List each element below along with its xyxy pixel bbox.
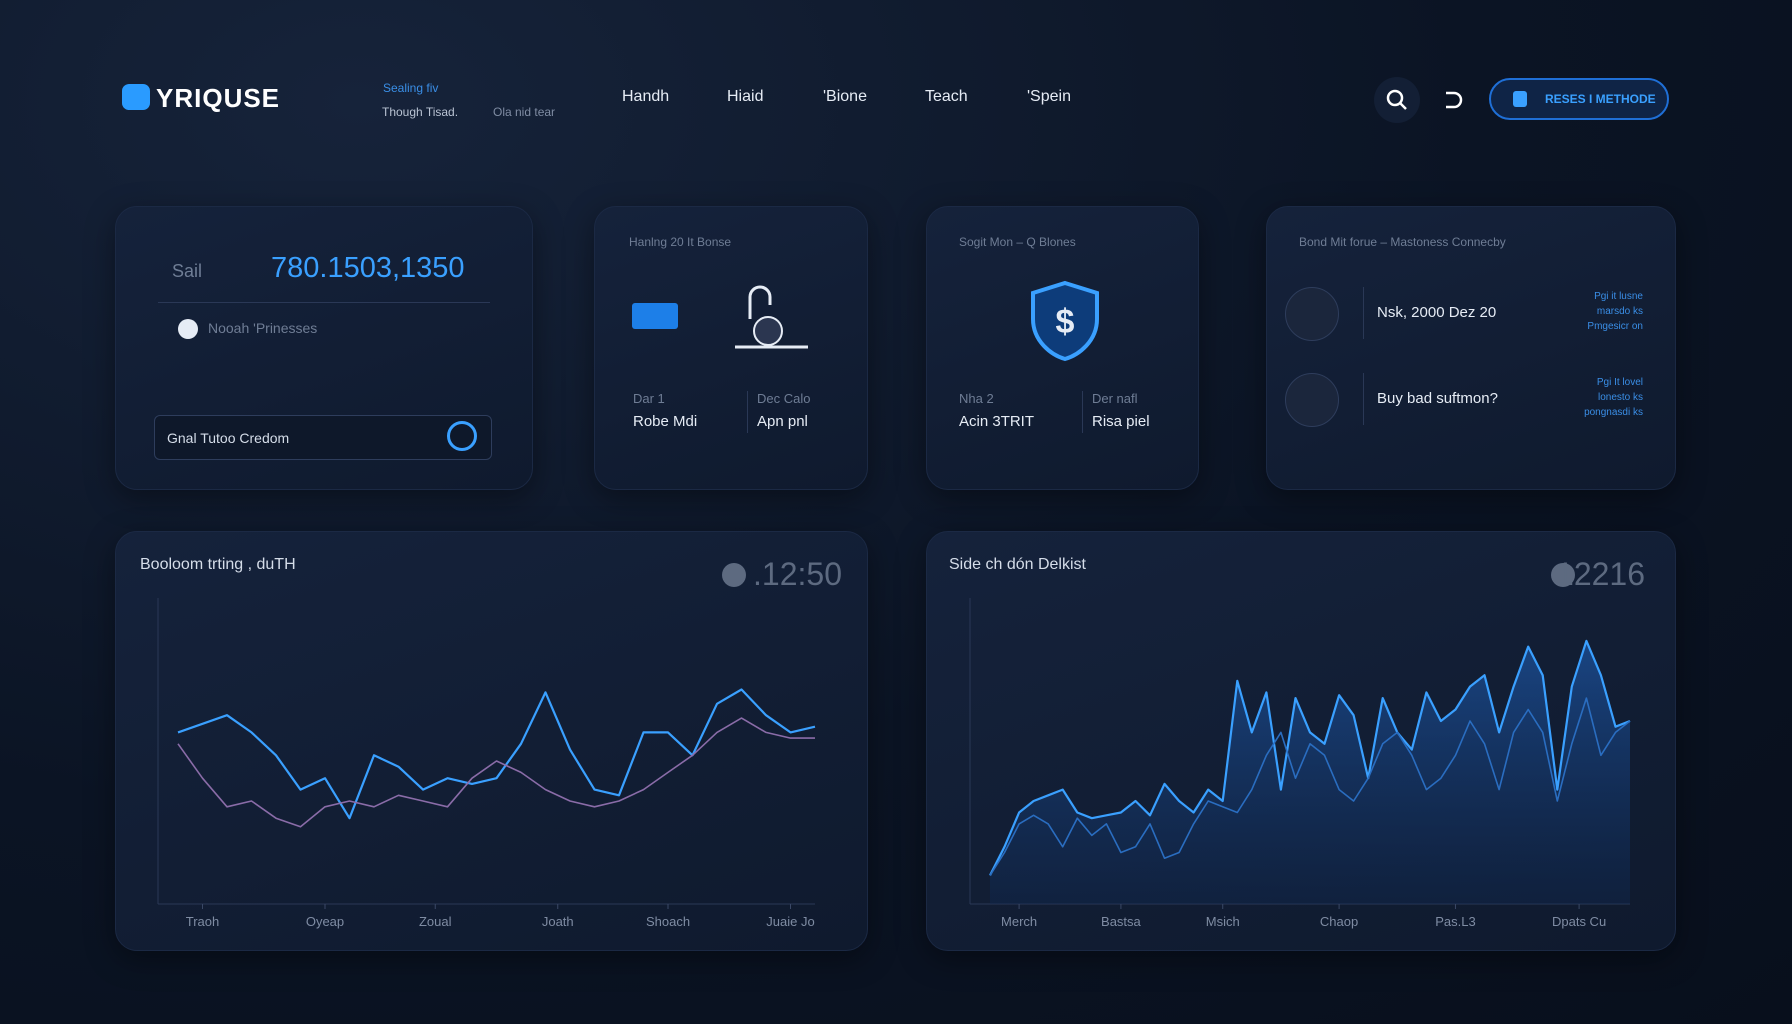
x-tick-label: Joath bbox=[542, 914, 574, 929]
check-icon[interactable] bbox=[447, 421, 477, 451]
stat-value: Acin 3TRIT bbox=[959, 413, 1035, 430]
stat-value: Apn pnl bbox=[757, 413, 808, 430]
svg-text:$: $ bbox=[1056, 303, 1075, 341]
nav-item[interactable]: 'Spein bbox=[1027, 88, 1071, 105]
x-tick-label: Msich bbox=[1206, 914, 1240, 929]
primary-button[interactable]: RESES I METHODE bbox=[1489, 78, 1669, 120]
nav-item[interactable]: Teach bbox=[925, 88, 968, 105]
line bbox=[177, 688, 816, 820]
card-icon bbox=[632, 303, 678, 329]
nav-item[interactable]: Hiaid bbox=[727, 88, 764, 105]
row-note: pongnasdi ks bbox=[1584, 407, 1643, 418]
line bbox=[989, 639, 1631, 876]
x-tick-label: Bastsa bbox=[1101, 914, 1142, 929]
divider bbox=[747, 391, 748, 433]
headline-icon bbox=[1551, 563, 1575, 587]
stat-value: Risa piel bbox=[1092, 413, 1150, 430]
logo-icon bbox=[122, 84, 150, 110]
stat-card: Sogit Mon – Q Blones $ Nha 2 Acin 3TRIT … bbox=[926, 206, 1199, 490]
note-icon bbox=[178, 319, 198, 339]
row-note: Pmgesicr on bbox=[1587, 321, 1643, 332]
search-button[interactable] bbox=[1373, 76, 1421, 124]
lock-icon bbox=[735, 285, 808, 349]
x-tick-label: Oyeap bbox=[306, 914, 344, 929]
button-icon bbox=[1513, 91, 1527, 107]
chart-title: Booloom trting , duTH bbox=[140, 556, 296, 573]
logo[interactable]: YRIQUSE bbox=[156, 83, 281, 113]
row-notes: Pgi It lovel lonesto ks pongnasdi ks bbox=[1584, 375, 1643, 420]
row-note: marsdo ks bbox=[1596, 306, 1643, 317]
card-title: Sogit Mon – Q Blones bbox=[959, 235, 1076, 249]
stat-label: Der nafl bbox=[1092, 391, 1138, 406]
chart: Booloom trting , duTH .12:50 Traoh Oyeap Z… bbox=[140, 556, 842, 929]
list-card: Bond Mit forue – Mastoness Connecby Nsk,… bbox=[1266, 206, 1676, 490]
headline-icon bbox=[722, 563, 746, 587]
row-note: lonesto ks bbox=[1597, 392, 1643, 403]
button-label: RESES I METHODE bbox=[1545, 92, 1656, 106]
stat-label: Dec Calo bbox=[757, 391, 811, 406]
card-title: Hanlng 20 It Bonse bbox=[629, 235, 732, 249]
row-notes: Pgi it lusne marsdo ks Pmgesicr on bbox=[1587, 289, 1643, 334]
row-text[interactable]: Nsk, 2000 Dez 20 bbox=[1377, 304, 1497, 321]
balance-label: Sail bbox=[172, 261, 203, 281]
nav-item[interactable]: 'Bione bbox=[823, 88, 867, 105]
chart-title: Side ch dón Delkist bbox=[949, 556, 1087, 573]
divider bbox=[1363, 373, 1364, 425]
chart: Side ch dón Delkist 12216 Merch Bastsa Msi… bbox=[949, 556, 1645, 929]
chart-card: Booloom trting , duTH .12:50 Traoh Oyeap Z… bbox=[115, 531, 868, 951]
x-tick-label: Merch bbox=[1001, 914, 1037, 929]
row-icon bbox=[1285, 373, 1339, 427]
chart-headline: .12:50 bbox=[753, 556, 842, 592]
x-tick-label: Juaie Jo bbox=[766, 914, 814, 929]
input-field[interactable]: Gnal Tutoo Credom bbox=[154, 415, 492, 460]
x-tick-label: Traoh bbox=[186, 914, 219, 929]
balance-note: Nooah 'Prinesses bbox=[208, 320, 318, 336]
row-icon bbox=[1285, 287, 1339, 341]
area bbox=[990, 640, 1630, 904]
nav-item[interactable]: Handh bbox=[622, 88, 670, 105]
stat-value: Robe Mdi bbox=[633, 413, 698, 430]
x-tick-label: Pas.L3 bbox=[1435, 914, 1475, 929]
input-text: Gnal Tutoo Credom bbox=[167, 430, 290, 446]
shield-icon: $ bbox=[1031, 280, 1099, 362]
x-tick-label: Chaop bbox=[1320, 914, 1358, 929]
stat-label: Nha 2 bbox=[959, 391, 994, 406]
x-tick-label: Shoach bbox=[646, 914, 690, 929]
line bbox=[177, 717, 815, 828]
divider bbox=[1082, 391, 1083, 433]
chart-card: Side ch dón Delkist 12216 Merch Bastsa Msi… bbox=[926, 531, 1676, 951]
balance-card: Sail 780.1503,1350 Nooah 'Prinesses Gnal… bbox=[115, 206, 533, 490]
card-title: Bond Mit forue – Mastoness Connecby bbox=[1299, 235, 1506, 249]
chart-headline: 12216 bbox=[1556, 556, 1645, 592]
row-note: Pgi it lusne bbox=[1594, 291, 1643, 302]
x-tick-label: Zoual bbox=[419, 914, 452, 929]
logout-button[interactable] bbox=[1440, 88, 1464, 112]
stat-card: Hanlng 20 It Bonse Dar 1 Robe Mdi Dec Ca… bbox=[594, 206, 868, 490]
tagline: Though Tisad. bbox=[382, 105, 459, 119]
divider bbox=[1363, 287, 1364, 339]
row-note: Pgi It lovel bbox=[1596, 377, 1643, 388]
tagline: Sealing fiv bbox=[383, 81, 439, 95]
divider bbox=[158, 302, 490, 303]
tagline: Ola nid tear bbox=[493, 105, 556, 119]
x-tick-label: Dpats Cu bbox=[1552, 914, 1606, 929]
balance-value: 780.1503,1350 bbox=[271, 252, 465, 284]
row-text[interactable]: Buy bad suftmon? bbox=[1377, 390, 1498, 407]
stat-label: Dar 1 bbox=[633, 391, 665, 406]
line bbox=[989, 697, 1631, 876]
